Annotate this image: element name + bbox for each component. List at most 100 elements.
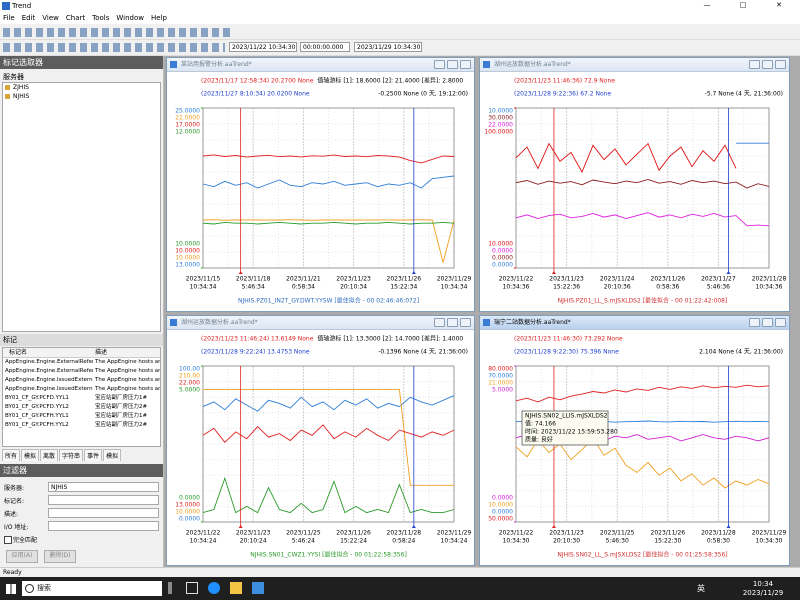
tab[interactable]: 模拟 (21, 449, 40, 461)
x-tick-label: 15:22:30 (654, 538, 681, 545)
filter-input[interactable] (48, 521, 159, 531)
tab[interactable]: 事件 (84, 449, 103, 461)
window-close-button[interactable] (775, 318, 786, 327)
trend-app-icon[interactable] (252, 582, 264, 594)
tag-list: 标记名描述AppEngine.Engine.ExternalReferenc..… (2, 347, 161, 447)
window-minimize-button[interactable] (749, 60, 760, 69)
filter-input[interactable] (48, 508, 159, 518)
close-button[interactable]: ✕ (776, 1, 782, 9)
x-tick-label: 10:34:30 (503, 538, 530, 545)
pen-footer: NJHIS.PZ01_LL_S.mJSXLDS2 [最佳拟合 - 00 01:2… (558, 297, 728, 305)
menu-item[interactable]: Help (151, 14, 167, 22)
cursor-handle (726, 525, 731, 528)
trend-line (203, 388, 454, 486)
window-maximize-button[interactable] (762, 318, 773, 327)
y-scale-label: 22.0000 (488, 122, 513, 129)
server-node[interactable]: ZJHIS (3, 83, 160, 92)
tag-row[interactable]: BY01_CF_GY.PCFH.YYL1 宝应站副厂房压力1# (3, 412, 160, 421)
menu-item[interactable]: Tools (92, 14, 110, 22)
window-close-button[interactable] (460, 60, 471, 69)
window-minimize-button[interactable] (749, 318, 760, 327)
filter-button[interactable]: 删除(D) (44, 550, 76, 563)
server-node[interactable]: NJHIS (3, 92, 160, 101)
tag-row[interactable]: AppEngine.Engine.IssuedExternalRe...The … (3, 376, 160, 385)
tag-row[interactable]: AppEngine.Engine.IssuedExternalSe...The … (3, 385, 160, 394)
window-minimize-button[interactable] (434, 318, 445, 327)
tag-row[interactable]: BY01_CF_GY.PCFH.YYL2 宝应站副厂房压力2# (3, 421, 160, 430)
maximize-button[interactable]: □ (739, 1, 747, 9)
checkbox-label: 完全匹配 (13, 537, 38, 544)
window-maximize-button[interactable] (762, 60, 773, 69)
x-tick-label: 20:10:24 (240, 538, 267, 545)
y-scale-label: 210.00 (179, 373, 200, 380)
y-scale-label: 22.0000 (175, 115, 200, 122)
minimize-button[interactable]: — (703, 1, 711, 9)
search-box[interactable]: 搜索 (22, 581, 162, 596)
column-header: 描述 (95, 349, 108, 356)
menu-item[interactable]: File (3, 14, 15, 22)
tab[interactable]: 所有 (2, 449, 21, 461)
tag-description: The AppEngine hosts and sch (95, 386, 160, 392)
y-scale-label: 10.0000 (488, 241, 513, 248)
task-view-icon[interactable] (186, 582, 198, 594)
tab[interactable]: 字符串 (59, 449, 84, 461)
tooltip-line: 时间: 2023/11/22 15:59:53.280 (525, 428, 618, 436)
window-close-button[interactable] (460, 318, 471, 327)
start-button[interactable] (6, 584, 16, 594)
toolbar-icons[interactable] (3, 43, 225, 52)
cursor-handle (411, 525, 416, 528)
filter-input[interactable] (48, 495, 159, 505)
tag-row[interactable]: BY01_CF_GY.PCFD.YYL1 宝应站副厂房压力1# (3, 394, 160, 403)
tag-row[interactable]: AppEngine.Engine.ExternalReferenc...The … (3, 367, 160, 376)
window-maximize-button[interactable] (447, 60, 458, 69)
explorer-icon[interactable] (230, 582, 242, 594)
cursor-handle (726, 271, 731, 274)
cursor-difference: 2.104 None (4 天, 21:36:00) (699, 349, 783, 356)
tag-row[interactable]: BY01_CF_GY.PCFD.YYL2 宝应站副厂房压力2# (3, 403, 160, 412)
tab[interactable]: 模拟 (103, 449, 122, 461)
menu-item[interactable]: Edit (21, 14, 36, 22)
x-tick-label: 2023/11/23 (236, 530, 271, 537)
menu-item[interactable]: Chart (65, 14, 86, 22)
window-minimize-button[interactable] (434, 60, 445, 69)
cursor-handle (551, 525, 556, 528)
mic-icon[interactable] (168, 582, 172, 594)
y-scale-label: 10.0000 (488, 108, 513, 115)
filter-input[interactable]: NJHIS (48, 482, 159, 492)
menu-item[interactable]: Window (116, 14, 145, 22)
window-buttons (747, 318, 786, 332)
y-scale-label: 12.0000 (175, 129, 200, 136)
trend-line (515, 384, 770, 403)
end-time-field[interactable]: 2023/11/29 10:34:30 (354, 42, 422, 52)
checkbox[interactable] (4, 536, 12, 544)
window-maximize-button[interactable] (447, 318, 458, 327)
toolbar-icons[interactable] (3, 28, 233, 37)
ime-indicator[interactable]: 英 (697, 584, 705, 593)
trend-line (202, 154, 455, 164)
plot-border (515, 107, 770, 269)
y-scale-label: 80.0000 (488, 366, 513, 373)
window-buttons (432, 318, 471, 332)
x-tick-label: 2023/11/29 (437, 276, 472, 283)
clock-time[interactable]: 10:34 (752, 580, 774, 588)
start-time-field[interactable]: 2023/11/22 10:34:30 (229, 42, 297, 52)
cursor-handle (238, 525, 243, 528)
clock-date[interactable]: 2023/11/29 (742, 589, 784, 597)
cursor-difference: -5.7 None (4 天, 21:36:00) (705, 91, 783, 98)
tag-row[interactable]: AppEngine.Engine.ExternalReferenc...The … (3, 358, 160, 367)
x-tick-label: 5:46:36 (707, 284, 730, 291)
value-cursor-readout: 值轴游标 [1]: 18.6000 [2]: 21.4000 [差异]: 2.8… (317, 77, 463, 85)
tooltip (521, 410, 609, 446)
edge-icon[interactable] (208, 582, 220, 594)
y-scale-label: 0.0000 (492, 255, 513, 262)
menu-item[interactable]: View (42, 14, 59, 22)
duration-field[interactable]: 00:00:00.000 (300, 42, 350, 52)
window-close-button[interactable] (775, 60, 786, 69)
trend-line (515, 142, 737, 174)
x-tick-label: 10:34:24 (441, 538, 468, 545)
tab[interactable]: 离散 (40, 449, 59, 461)
filter-button[interactable]: 应用(A) (6, 550, 38, 563)
window-buttons (432, 60, 471, 74)
tag-description: 宝应站副厂房压力1# (95, 413, 148, 419)
trend-chart: (2023/11/23 11:46:24) 13.6149 None 值轴游标 [… (175, 335, 471, 559)
